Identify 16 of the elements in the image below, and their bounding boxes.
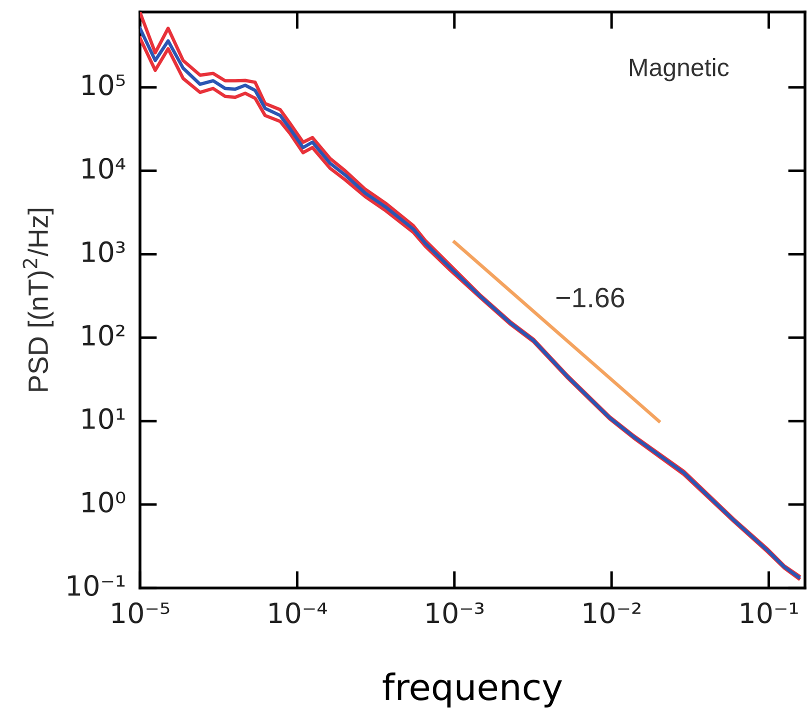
y-tick-label: 10⁵ (82, 74, 125, 96)
x-tick-label: 10⁻⁴ (270, 602, 327, 624)
x-axis-title: frequency (382, 672, 562, 708)
annotation: −1.66 (556, 288, 624, 308)
y-axis-title: PSD [(nT)$^{2}$/Hz] (22, 208, 54, 391)
x-tick-label: 10⁻³ (426, 602, 484, 624)
x-tick-label: 10⁻² (584, 602, 640, 624)
y-tick-label: 10¹ (82, 408, 125, 430)
y-tick-label: 10³ (82, 241, 125, 262)
y-tick-label: 10⁻¹ (68, 575, 125, 596)
y-tick-label: 10⁴ (82, 158, 126, 179)
x-tick-label: 10⁻¹ (741, 602, 798, 624)
annotation: Magnetic (630, 58, 729, 82)
y-tick-label: 10² (82, 324, 124, 346)
x-tick-label: 10⁻⁵ (112, 602, 170, 624)
y-tick-label: 10⁰ (82, 492, 126, 513)
